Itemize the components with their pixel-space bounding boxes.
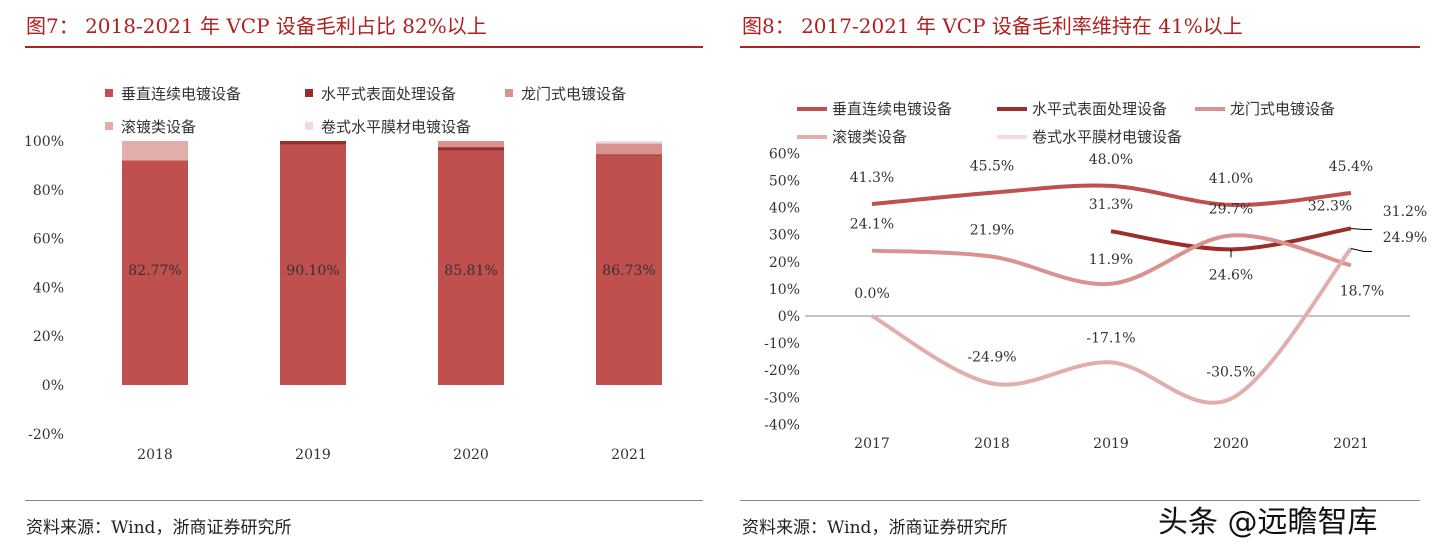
legend-swatch [105, 89, 113, 97]
data-label: 0.0% [854, 286, 890, 302]
data-label: 48.0% [1089, 152, 1133, 168]
y-tick-label: 80% [33, 183, 64, 199]
bar-data-label: 85.81% [444, 263, 497, 279]
series-line [1110, 226, 1352, 252]
data-label: 41.0% [1209, 171, 1253, 187]
data-label: 24.9% [1383, 230, 1427, 246]
bar-segment [596, 154, 662, 156]
x-tick-label: 2018 [137, 447, 173, 463]
legend-label: 水平式表面处理设备 [321, 85, 456, 103]
bar-segment [438, 150, 504, 385]
y-tick-label: 50% [769, 174, 800, 190]
legend-swatch [505, 89, 513, 97]
series-line [871, 233, 1352, 287]
x-tick-label: 2020 [1213, 436, 1249, 452]
legend-label: 垂直连续电镀设备 [121, 85, 241, 103]
legend-label: 水平式表面处理设备 [1032, 100, 1167, 118]
x-tick-label: 2020 [453, 447, 489, 463]
y-tick-label: 20% [33, 329, 64, 345]
x-tick-label: 2021 [611, 447, 647, 463]
left-title-rule [25, 46, 703, 48]
bar-segment [596, 141, 662, 144]
right-source: 资料来源：Wind，浙商证券研究所 [742, 518, 1008, 538]
legend-label: 龙门式电镀设备 [1230, 100, 1335, 118]
y-tick-label: 100% [24, 134, 64, 150]
y-tick-label: 10% [769, 282, 800, 298]
legend-swatch [105, 122, 113, 130]
series-line [871, 247, 1353, 405]
data-label: 41.3% [850, 170, 894, 186]
y-tick-label: 60% [33, 232, 64, 248]
data-label: -30.5% [1206, 365, 1255, 381]
data-label: 45.5% [970, 159, 1014, 175]
data-label: 18.7% [1340, 283, 1384, 299]
x-tick-label: 2018 [974, 436, 1010, 452]
bar-segment [122, 141, 188, 161]
right-chart-title: 图8： 2017-2021 年 VCP 设备毛利率维持在 41%以上 [742, 14, 1243, 38]
legend-label: 卷式水平膜材电镀设备 [321, 118, 471, 136]
bar-segment [280, 144, 346, 385]
x-tick-label: 2019 [1093, 436, 1129, 452]
x-tick-label: 2017 [854, 436, 890, 452]
left-source: 资料来源：Wind，浙商证券研究所 [26, 518, 292, 538]
y-tick-label: 30% [769, 228, 800, 244]
data-label: 24.1% [850, 217, 894, 233]
y-tick-label: -20% [28, 427, 64, 443]
watermark: 头条 @远瞻智库 [1158, 505, 1378, 540]
legend-swatch [305, 122, 313, 130]
data-label: -24.9% [967, 349, 1016, 365]
right-source-rule [740, 500, 1420, 501]
y-tick-label: -30% [764, 390, 800, 406]
left-source-rule [25, 500, 703, 501]
bar-data-label: 90.10% [286, 263, 339, 279]
x-tick-label: 2019 [295, 447, 331, 463]
left-chart-title: 图7： 2018-2021 年 VCP 设备毛利占比 82%以上 [26, 14, 487, 38]
bar-segment [596, 155, 662, 385]
series-line [871, 183, 1352, 207]
data-label: 45.4% [1329, 159, 1373, 175]
y-tick-label: 40% [33, 280, 64, 296]
bar-data-label: 82.77% [128, 263, 181, 279]
bar-data-label: 86.73% [602, 263, 655, 279]
data-label: -17.1% [1086, 330, 1135, 346]
leader-line [1350, 227, 1372, 230]
leader-line [1350, 248, 1372, 252]
bar-segment [122, 160, 188, 385]
right-title-rule [740, 46, 1420, 48]
data-label: 31.2% [1383, 204, 1427, 220]
bar-segment [438, 141, 504, 148]
data-label: 29.7% [1209, 202, 1253, 218]
data-label: 31.3% [1089, 197, 1133, 213]
y-tick-label: 60% [769, 146, 800, 162]
legend-label: 垂直连续电镀设备 [832, 100, 952, 118]
x-tick-label: 2021 [1333, 436, 1369, 452]
y-tick-label: 40% [769, 201, 800, 217]
data-label: 32.3% [1308, 198, 1352, 214]
y-tick-label: -20% [764, 363, 800, 379]
bar-segment [596, 143, 662, 155]
y-tick-label: -10% [764, 336, 800, 352]
bar-segment [438, 147, 504, 151]
data-label: 11.9% [1089, 252, 1133, 268]
data-label: 21.9% [970, 223, 1014, 239]
y-tick-label: 20% [769, 255, 800, 271]
legend-label: 滚镀类设备 [121, 118, 196, 136]
legend-label: 卷式水平膜材电镀设备 [1032, 128, 1182, 146]
y-tick-label: 0% [778, 309, 800, 325]
y-tick-label: 0% [42, 378, 64, 394]
data-label: 24.6% [1209, 267, 1253, 283]
legend-label: 滚镀类设备 [832, 128, 907, 146]
bar-segment [280, 141, 346, 145]
legend-swatch [305, 89, 313, 97]
y-tick-label: -40% [764, 417, 800, 433]
legend-label: 龙门式电镀设备 [521, 85, 626, 103]
